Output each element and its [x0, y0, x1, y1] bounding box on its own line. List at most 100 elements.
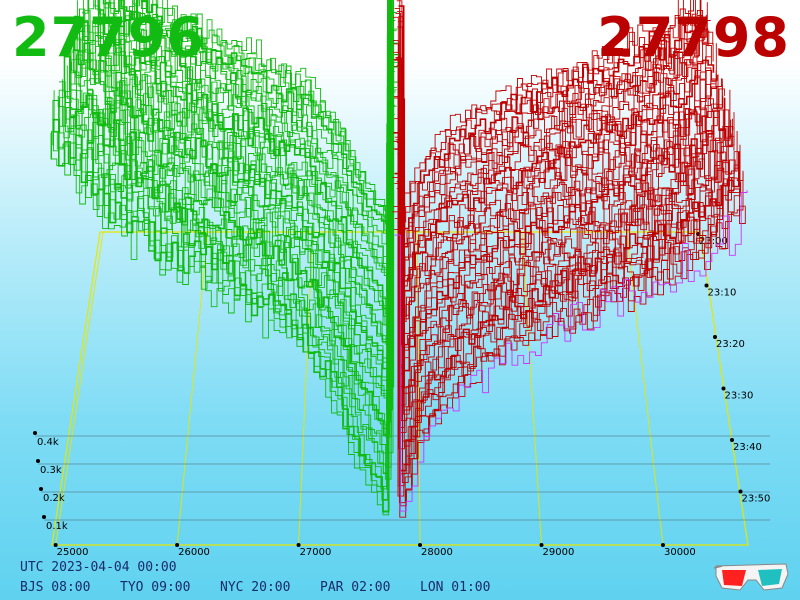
x-tick-dot-0 [53, 543, 58, 547]
ask-depth-line-31 [397, 112, 735, 415]
ask-depth-line-23 [393, 78, 722, 366]
ask-depth-line-0 [394, 0, 694, 214]
x-tick-dot-2 [296, 543, 301, 547]
bid-depth-line-1 [142, 0, 392, 225]
ask-depth-line-34 [394, 135, 735, 433]
ask-depth-line-37 [393, 140, 736, 450]
bid-depth-line-9 [102, 0, 389, 269]
city-time-nyc: NYC 20:00 [220, 580, 291, 595]
bid-depth-line-6 [119, 0, 393, 257]
ask-depth-line-33 [393, 128, 732, 428]
ask-depth-line-46 [394, 205, 746, 518]
3d-glasses-icon[interactable] [712, 560, 792, 594]
ask-depth-line-3 [398, 0, 702, 230]
ask-depth-line-17 [395, 56, 718, 322]
ask-depth-line-7 [393, 25, 706, 262]
bid-depth-line-34 [63, 55, 395, 436]
city-time-bjs: BJS 08:00 [20, 580, 91, 595]
x-tick-dot-4 [539, 543, 544, 547]
time-tick-label-4: 23:40 [733, 442, 762, 453]
bid-depth-line-46 [51, 130, 394, 513]
ask-depth-line-44 [393, 170, 744, 504]
bid-depth-line-32 [66, 65, 396, 423]
y-tick-dot-2 [36, 459, 40, 463]
ask-depth-line-29 [394, 109, 730, 406]
utc-time: UTC 2023-04-04 00:00 [20, 560, 177, 575]
bid-depth-line-41 [58, 89, 397, 480]
time-tick-dot-2 [713, 335, 717, 339]
time-tick-label-5: 23:50 [742, 494, 771, 505]
ask-price: 27798 [597, 6, 790, 69]
time-tick-label-2: 23:20 [716, 339, 745, 350]
bid-depth-line-36 [65, 66, 399, 454]
ask-depth-line-10 [394, 30, 710, 278]
bid-depth-line-8 [103, 0, 394, 267]
x-tick-dot-1 [175, 543, 180, 547]
ask-depth-line-14 [393, 40, 712, 301]
x-tick-label-2: 27000 [300, 547, 332, 558]
bid-depth-line-11 [95, 0, 393, 290]
ask-depth-line-21 [396, 78, 723, 346]
ask-depth-line-42 [392, 164, 741, 487]
bid-depth-line-33 [63, 59, 394, 430]
ask-depth-line-4 [396, 0, 706, 245]
bid-price: 27796 [12, 6, 205, 69]
time-tick-label-1: 23:10 [708, 288, 737, 299]
bid-depth-line-4 [120, 0, 393, 246]
bid-depth-line-47 [50, 128, 395, 516]
ask-depth-line-9 [393, 14, 707, 277]
y-tick-dot-0 [42, 515, 46, 519]
bid-depth-line-40 [57, 96, 395, 474]
time-tick-dot-1 [704, 283, 709, 288]
ask-depth-line-39 [394, 152, 740, 472]
ask-depth-line-28 [397, 119, 732, 394]
y-tick-label-1: 0.2k [43, 493, 65, 504]
ask-depth-line-27 [392, 97, 726, 388]
floor-gridline-4 [521, 231, 543, 546]
x-tick-label-5: 30000 [664, 547, 696, 558]
floor-gridline-0 [55, 231, 104, 546]
floor-gridline-1 [176, 231, 209, 546]
y-tick-dot-3 [33, 431, 37, 435]
floor-gridline-5 [626, 231, 664, 546]
bid-depth-line-12 [88, 0, 397, 292]
bid-depth-line-31 [70, 51, 398, 411]
y-tick-dot-1 [39, 487, 43, 491]
x-tick-label-3: 28000 [421, 547, 453, 558]
x-tick-label-1: 26000 [178, 547, 210, 558]
time-tick-label-3: 23:30 [725, 391, 754, 402]
x-tick-dot-5 [660, 543, 665, 547]
bid-depth-line-24 [72, 42, 394, 370]
ask-depth-line-41 [396, 172, 744, 484]
x-tick-label-0: 25000 [57, 547, 89, 558]
bid-depth-line-27 [69, 37, 393, 391]
ask-depth-line-22 [397, 88, 725, 351]
ask-depth-line-30 [397, 118, 733, 408]
ask-depth-line-47 [394, 190, 748, 512]
bid-depth-line-15 [82, 0, 394, 317]
bid-depth-line-17 [81, 20, 396, 326]
ask-depth-line-16 [395, 43, 717, 317]
floor-gridline-3 [416, 231, 421, 546]
time-tick-dot-3 [721, 386, 726, 391]
ask-depth-line-6 [397, 2, 708, 248]
bid-depth-line-3 [133, 0, 395, 230]
time-tick-label-0: 23:00 [699, 236, 728, 247]
city-time-par: PAR 02:00 [320, 580, 391, 595]
ask-depth-line-15 [393, 59, 715, 315]
x-tick-label-4: 29000 [543, 547, 575, 558]
y-tick-label-2: 0.3k [40, 465, 62, 476]
y-tick-label-3: 0.4k [37, 437, 59, 448]
time-tick-dot-4 [730, 438, 734, 442]
bid-depth-line-45 [52, 114, 395, 512]
x-tick-dot-3 [418, 543, 423, 547]
time-tick-dot-5 [738, 489, 743, 494]
bid-depth-line-18 [78, 13, 394, 326]
ask-depth-line-12 [396, 42, 714, 287]
ask-depth-line-36 [398, 151, 741, 447]
ask-depth-line-5 [398, 9, 709, 247]
floor-gridline-2 [298, 231, 314, 546]
bid-depth-line-38 [61, 79, 397, 468]
ask-depth-line-25 [392, 95, 724, 375]
